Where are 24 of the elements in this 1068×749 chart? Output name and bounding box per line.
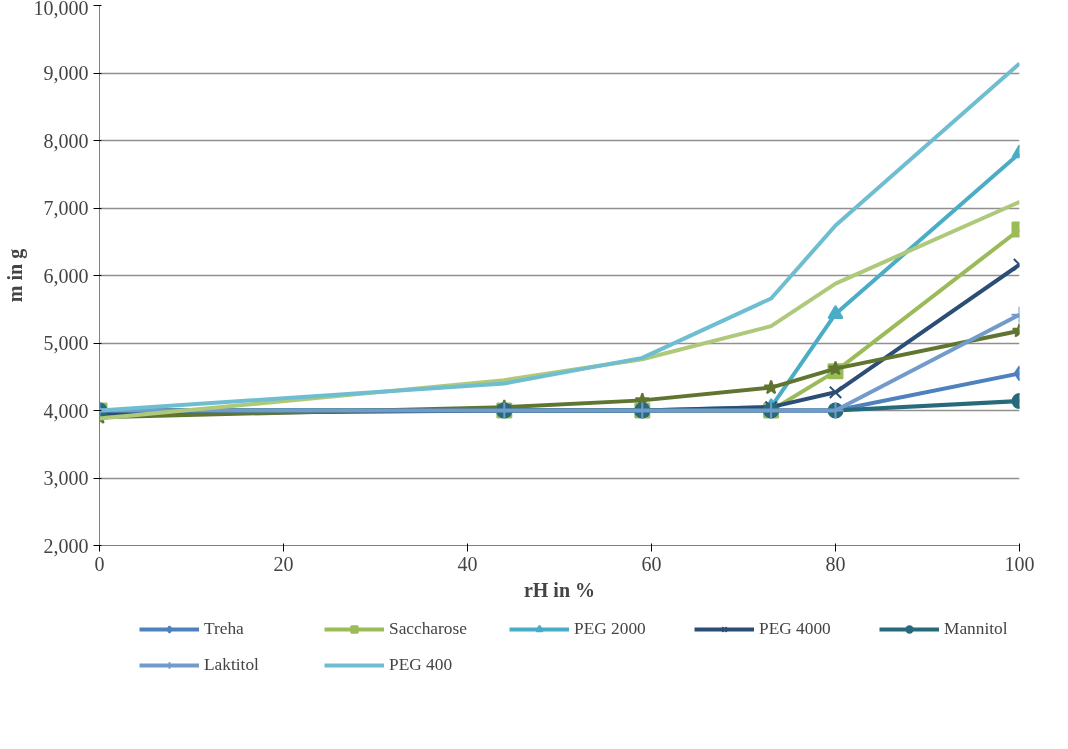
legend-label: PEG 4000	[759, 619, 832, 639]
x-tick-label: 0	[94, 552, 105, 575]
y-tick-label: 9,000	[43, 62, 89, 84]
y-tick-label: 8,000	[43, 129, 89, 152]
y-tick-label: 3,000	[43, 467, 89, 489]
y-axis-title: m in g	[3, 248, 27, 303]
y-tick-label: 4,000	[43, 399, 89, 422]
legend-label: PEG 2000	[574, 619, 647, 639]
x-tick-label: 100	[1004, 552, 1035, 575]
legend-label: PEG 400	[389, 655, 454, 675]
legend-label: Treha	[204, 619, 245, 639]
y-tick-label: 10,000	[33, 0, 89, 19]
y-tick-label: 2,000	[43, 534, 89, 557]
legend-label: Saccharose	[389, 619, 468, 639]
y-tick-label: 5,000	[43, 332, 89, 354]
x-axis-title: rH in %	[523, 578, 596, 601]
y-tick-label: 7,000	[43, 197, 89, 219]
legend-label: Laktitol	[204, 655, 260, 675]
x-tick-label: 80	[825, 552, 846, 575]
y-tick-label: 6,000	[43, 264, 89, 287]
x-tick-label: 60	[641, 552, 662, 575]
x-tick-label: 40	[457, 552, 478, 575]
legend-label: Mannitol	[944, 619, 1009, 639]
x-tick-label: 20	[273, 552, 294, 575]
